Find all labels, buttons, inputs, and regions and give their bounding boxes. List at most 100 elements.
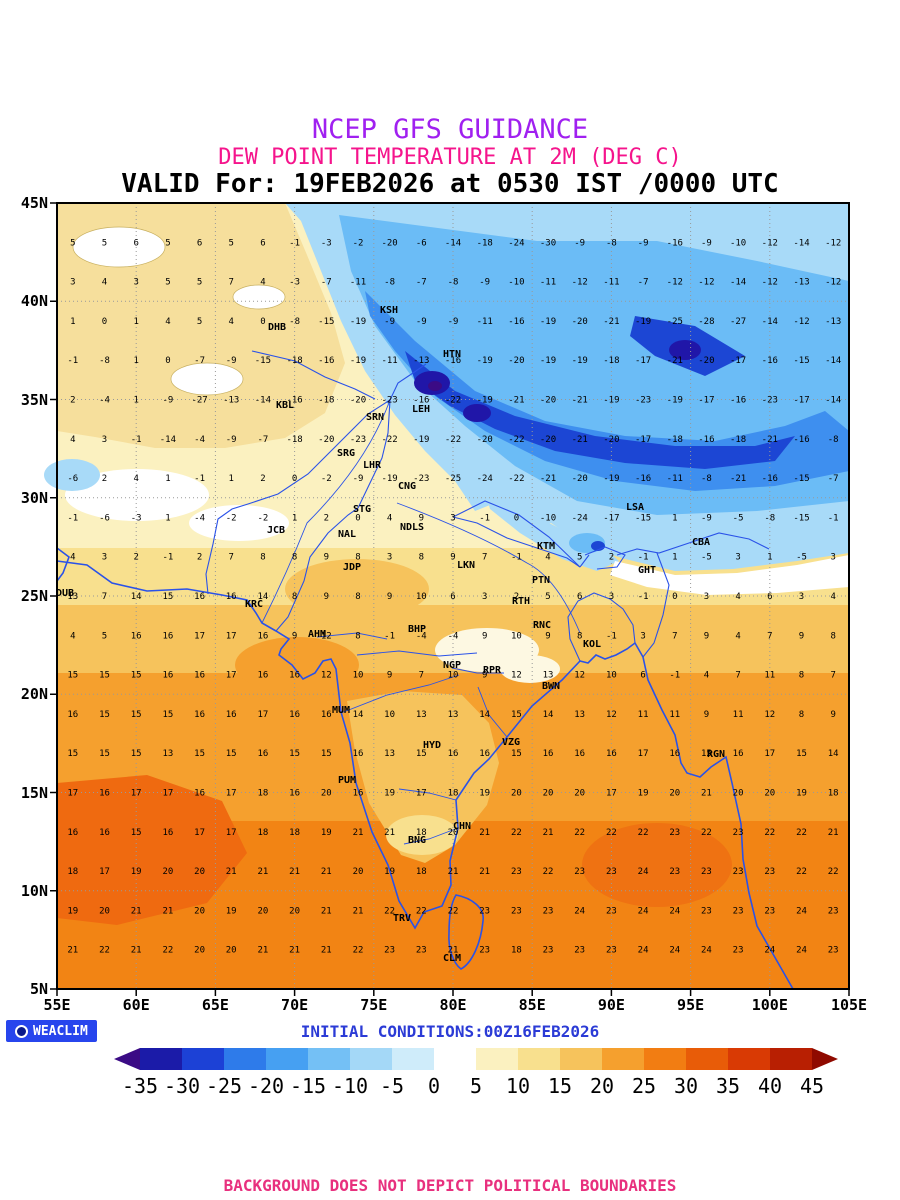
grid-value: 4: [165, 317, 170, 327]
grid-value: 20: [733, 789, 744, 799]
grid-value: 9: [387, 671, 392, 681]
grid-value: -17: [603, 513, 619, 523]
grid-value: 15: [131, 671, 142, 681]
station-label-rgn: RGN: [707, 749, 725, 760]
grid-value: 17: [226, 789, 237, 799]
colorbar-label--5: -5: [379, 1074, 405, 1098]
grid-value: -12: [667, 278, 683, 288]
grid-value: 3: [70, 278, 75, 288]
grid-value: -7: [828, 474, 839, 484]
grid-value: -20: [350, 396, 366, 406]
grid-value: 3: [133, 278, 138, 288]
grid-value: 9: [545, 631, 550, 641]
colorbar-label--20: -20: [247, 1074, 285, 1098]
grid-value: 4: [735, 631, 740, 641]
grid-value: -7: [638, 278, 649, 288]
grid-value: 22: [416, 906, 427, 916]
grid-value: -9: [479, 278, 490, 288]
colorbar: -35 -30 -25 -20 -15 -10 -5 0 5 10 15 20 25 30 35 40 45: [114, 1048, 838, 1098]
grid-value: -20: [540, 435, 556, 445]
grid-value: 20: [353, 867, 364, 877]
lon-label-55E: 55E: [43, 996, 71, 1014]
grid-value: 9: [799, 631, 804, 641]
grid-value: 21: [226, 867, 237, 877]
station-label-krc: KRC: [245, 599, 263, 610]
grid-value: 5: [228, 238, 233, 248]
grid-value: -18: [730, 435, 746, 445]
grid-value: 15: [131, 710, 142, 720]
colorbar-label--15: -15: [289, 1074, 327, 1098]
grid-value: -1: [638, 592, 649, 602]
grid-value: -20: [381, 238, 397, 248]
lat-label-20N: 20N: [20, 685, 48, 704]
grid-value: 5: [197, 317, 202, 327]
grid-value: 8: [799, 710, 804, 720]
grid-value: -5: [701, 553, 712, 563]
grid-value: -11: [667, 474, 683, 484]
grid-value: 14: [479, 710, 490, 720]
grid-value: 19: [638, 789, 649, 799]
grid-value: 8: [355, 592, 360, 602]
grid-value: -9: [353, 474, 364, 484]
station-label-srg: SRG: [337, 448, 355, 459]
grid-value: -18: [286, 356, 302, 366]
grid-value: 8: [799, 671, 804, 681]
grid-value: 24: [701, 946, 712, 956]
grid-value: 20: [99, 906, 110, 916]
grid-value: -12: [572, 278, 588, 288]
grid-value: 13: [67, 592, 78, 602]
colorbar-label--35: -35: [121, 1074, 159, 1098]
grid-value: -10: [508, 278, 524, 288]
grid-value: 1: [133, 396, 138, 406]
grid-value: 4: [228, 317, 233, 327]
grid-value: 7: [830, 671, 835, 681]
colorbar-label-30: 30: [673, 1074, 699, 1098]
grid-value: 9: [482, 631, 487, 641]
grid-value: -25: [445, 474, 461, 484]
grid-value: 19: [226, 906, 237, 916]
dew-point-map: 5 5 6 5 6 5 6 -1 -3 -2 -20 -6 -14 -18 -24 -30 -9 -8 -9 -16-…: [44, 202, 850, 996]
grid-value: 1: [133, 356, 138, 366]
grid-value: -9: [384, 317, 395, 327]
station-label-lhr: LHR: [363, 460, 382, 471]
grid-value: 15: [99, 710, 110, 720]
lon-label-70E: 70E: [281, 996, 309, 1014]
grid-value: 22: [162, 946, 173, 956]
colorbar-label--10: -10: [331, 1074, 369, 1098]
grid-value: 23: [606, 867, 617, 877]
grid-value: 9: [324, 592, 329, 602]
grid-value: 16: [67, 828, 78, 838]
grid-value: 23: [511, 906, 522, 916]
grid-value: -2: [257, 513, 268, 523]
grid-value: 18: [448, 789, 459, 799]
grid-value: -27: [191, 396, 207, 406]
grid-value: 21: [321, 867, 332, 877]
grid-value: 16: [99, 828, 110, 838]
grid-value: 19: [479, 789, 490, 799]
grid-value: 17: [226, 828, 237, 838]
station-label-kbl: KBL: [276, 400, 294, 411]
grid-value: 21: [448, 946, 459, 956]
grid-value: -21: [762, 435, 778, 445]
grid-value: -7: [194, 356, 205, 366]
grid-value: 15: [226, 749, 237, 759]
grid-value: 13: [384, 749, 395, 759]
grid-value: 16: [353, 789, 364, 799]
colorbar-segment-14: [728, 1048, 770, 1070]
grid-value: -19: [477, 396, 493, 406]
page-subtitle: DEW POINT TEMPERATURE AT 2M (DEG C): [218, 145, 682, 170]
grid-value: 1: [672, 553, 677, 563]
grid-value: -15: [793, 513, 809, 523]
colorbar-label-10: 10: [505, 1074, 531, 1098]
grid-value: -19: [477, 356, 493, 366]
grid-value: 21: [384, 828, 395, 838]
grid-value: 21: [257, 867, 268, 877]
grid-value: -19: [572, 356, 588, 366]
grid-value: -2: [353, 238, 364, 248]
grid-value: -16: [635, 474, 651, 484]
grid-value: 2: [197, 553, 202, 563]
grid-value: 15: [194, 749, 205, 759]
grid-value: -12: [762, 238, 778, 248]
grid-value: -21: [540, 474, 556, 484]
grid-value: -16: [413, 396, 429, 406]
